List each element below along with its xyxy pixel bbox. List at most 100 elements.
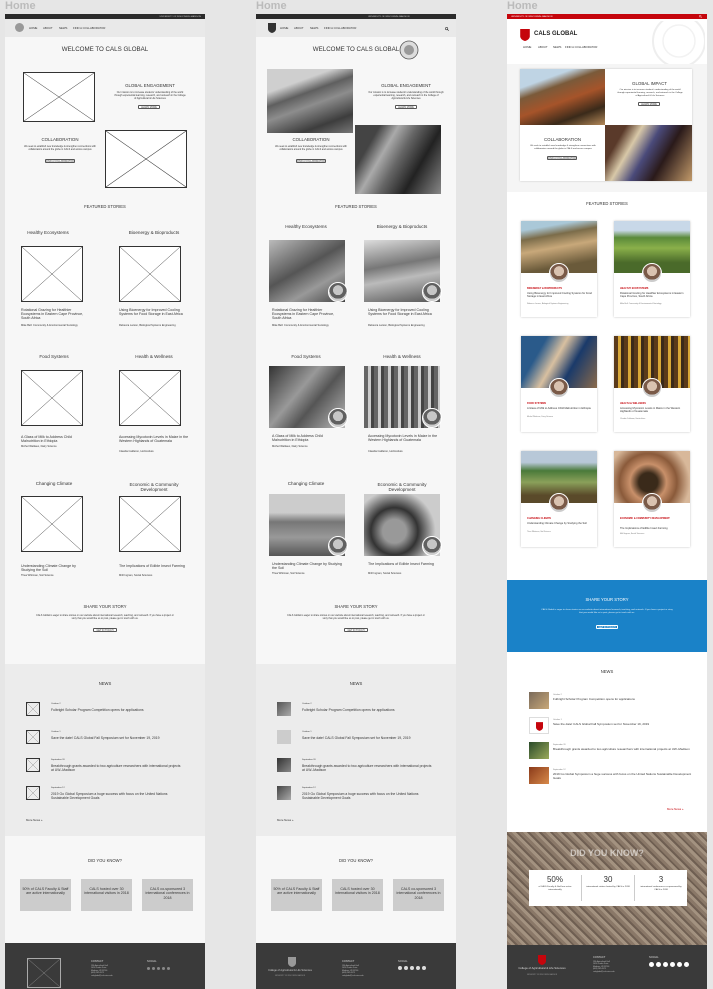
twitter-icon[interactable] bbox=[152, 967, 155, 970]
header: HOME ABOUT NEWS FIND A COLLABORATOR bbox=[256, 19, 456, 37]
news-thumb[interactable] bbox=[529, 717, 549, 734]
story-title[interactable]: Using Bioenergy for Improved Cooling Sys… bbox=[527, 292, 592, 299]
story-title[interactable]: A Glass of Milk to Address Child Malnutr… bbox=[21, 435, 72, 444]
story-title[interactable]: Accessing Mycotoxin Levels in Maize in t… bbox=[119, 435, 189, 444]
news-thumb[interactable] bbox=[529, 742, 549, 759]
facebook-icon[interactable] bbox=[147, 967, 150, 970]
news-thumb[interactable] bbox=[529, 692, 549, 709]
news-thumb[interactable] bbox=[277, 758, 291, 772]
more-news-link[interactable]: More News » bbox=[667, 807, 684, 811]
nav-find-collaborator[interactable]: FIND A COLLABORATOR bbox=[565, 45, 598, 49]
story-card[interactable]: HEALTHY ECOSYSTEMS Rotational Grazing fo… bbox=[614, 221, 690, 317]
story-category: CHANGING CLIMATE bbox=[527, 517, 552, 520]
news-title[interactable]: Fulbright Scholar Program Competition op… bbox=[51, 708, 144, 712]
search-icon[interactable] bbox=[699, 15, 702, 18]
news-thumb[interactable] bbox=[277, 786, 291, 800]
get-in-touch-button[interactable]: GET IN TOUCH bbox=[344, 628, 368, 632]
story-card[interactable]: ECONOMIC & COMMUNITY DEVELOPMENT The Imp… bbox=[614, 451, 690, 547]
brand-title[interactable]: CALS GLOBAL bbox=[534, 31, 578, 37]
linkedin-icon[interactable] bbox=[422, 966, 426, 970]
nav-about[interactable]: ABOUT bbox=[294, 26, 304, 30]
linkedin-icon[interactable] bbox=[677, 962, 682, 967]
news-title[interactable]: 2019 Go Global Symposium a huge success … bbox=[553, 772, 692, 780]
author-avatar bbox=[422, 536, 442, 556]
news-title[interactable]: Save the date! CALS Global Fall Symposiu… bbox=[302, 736, 411, 740]
learn-more-button[interactable]: LEARN MORE bbox=[138, 105, 160, 109]
footer-contact-email[interactable]: calsglobal@cals.wisc.edu bbox=[342, 974, 364, 977]
story-title[interactable]: The Implications of Edible Insect Farmin… bbox=[119, 564, 185, 568]
more-news-link[interactable]: More News » bbox=[26, 818, 43, 822]
story-title[interactable]: Understanding Climate Change by Studying… bbox=[21, 564, 76, 573]
story-card[interactable]: CHANGING CLIMATE Understanding Climate C… bbox=[521, 451, 597, 547]
story-title[interactable]: Using Bioenergy for Improved Cooling Sys… bbox=[368, 308, 432, 317]
story-title[interactable]: A Glass of Milk to Address Child Malnutr… bbox=[527, 407, 591, 410]
story-title[interactable]: Understanding Climate Change by Studying… bbox=[272, 562, 342, 571]
crest-icon[interactable] bbox=[520, 29, 530, 41]
story-title[interactable]: Rotational Grazing for Healthier Ecosyst… bbox=[21, 308, 84, 321]
nav-home[interactable]: HOME bbox=[280, 26, 289, 30]
twitter-icon[interactable] bbox=[404, 966, 408, 970]
story-title[interactable]: Accessing Mycotoxin Levels in Maize in t… bbox=[620, 407, 681, 414]
news-thumb[interactable] bbox=[277, 702, 291, 716]
instagram-icon[interactable] bbox=[410, 966, 414, 970]
search-icon[interactable] bbox=[445, 27, 449, 31]
footer-contact-email[interactable]: calsglobal@cals.wisc.edu bbox=[91, 974, 113, 977]
pinterest-icon[interactable] bbox=[684, 962, 689, 967]
find-collaborator-button[interactable]: FIND A COLLABORATOR bbox=[45, 159, 75, 163]
news-title[interactable]: Breakthrough grants awarded to two agric… bbox=[51, 764, 181, 773]
nav-news[interactable]: NEWS bbox=[553, 45, 562, 49]
find-collaborator-button[interactable]: FIND A COLLABORATOR bbox=[547, 156, 577, 160]
story-title[interactable]: A Glass of Milk to Address Child Malnutr… bbox=[272, 434, 323, 443]
story-title[interactable]: Using Bioenergy for Improved Cooling Sys… bbox=[119, 308, 183, 317]
linkedin-icon[interactable] bbox=[167, 967, 170, 970]
news-title[interactable]: Fulbright Scholar Program Competition op… bbox=[553, 697, 635, 701]
facebook-icon[interactable] bbox=[398, 966, 402, 970]
story-card[interactable]: FOOD SYSTEMS A Glass of Milk to Address … bbox=[521, 336, 597, 432]
youtube-icon[interactable] bbox=[670, 962, 675, 967]
nav-about[interactable]: ABOUT bbox=[43, 26, 53, 30]
footer-contact-line: 136 Agricultural Hall bbox=[91, 965, 108, 967]
learn-more-button[interactable]: LEARN MORE bbox=[638, 102, 660, 106]
learn-more-button[interactable]: LEARN MORE bbox=[395, 105, 417, 109]
nav-find-collaborator[interactable]: FIND A COLLABORATOR bbox=[73, 26, 106, 30]
news-title[interactable]: Save the date! CALS Global Fall Symposiu… bbox=[553, 722, 650, 726]
story-title[interactable]: The Implications of Edible Insect Farmin… bbox=[620, 527, 668, 530]
facebook-icon[interactable] bbox=[649, 962, 654, 967]
nav-about[interactable]: ABOUT bbox=[538, 45, 548, 49]
news-thumb[interactable] bbox=[277, 730, 291, 744]
nav-news[interactable]: NEWS bbox=[59, 26, 68, 30]
nav-news[interactable]: NEWS bbox=[310, 26, 319, 30]
news-title[interactable]: Fulbright Scholar Program Competition op… bbox=[302, 708, 395, 712]
news-title[interactable]: Save the date! CALS Global Fall Symposiu… bbox=[51, 736, 160, 740]
news-thumb[interactable] bbox=[529, 767, 549, 784]
find-collaborator-button[interactable]: FIND A COLLABORATOR bbox=[296, 159, 326, 163]
featured-heading: FEATURED STORIES bbox=[586, 201, 628, 206]
instagram-icon[interactable] bbox=[663, 962, 668, 967]
footer-contact-email[interactable]: calsglobal@cals.wisc.edu bbox=[593, 970, 615, 973]
story-title[interactable]: Rotational Grazing for Healthier Ecosyst… bbox=[272, 308, 335, 321]
youtube-icon[interactable] bbox=[416, 966, 420, 970]
story-title[interactable]: The Implications of Edible Insect Farmin… bbox=[368, 562, 434, 566]
news-title[interactable]: Breakthrough grants awarded to two agric… bbox=[553, 747, 690, 751]
news-date: September 20 bbox=[553, 744, 566, 746]
story-title[interactable]: Understanding Climate Change by Studying… bbox=[527, 522, 587, 525]
more-news-link[interactable]: More News » bbox=[277, 818, 294, 822]
crest-icon[interactable] bbox=[268, 23, 276, 33]
youtube-icon[interactable] bbox=[162, 967, 165, 970]
impact-title: GLOBAL IMPACT bbox=[632, 81, 667, 86]
story-title[interactable]: Rotational Grazing for Healthier Ecosyst… bbox=[620, 292, 684, 299]
footer-logo-placeholder bbox=[27, 958, 61, 988]
news-title[interactable]: 2019 Go Global Symposium a huge success … bbox=[51, 792, 168, 801]
get-in-touch-button[interactable]: GET IN TOUCH bbox=[93, 628, 117, 632]
nav-find-collaborator[interactable]: FIND A COLLABORATOR bbox=[324, 26, 357, 30]
news-title[interactable]: Breakthrough grants awarded to two agric… bbox=[302, 764, 432, 773]
nav-home[interactable]: HOME bbox=[523, 45, 532, 49]
twitter-icon[interactable] bbox=[656, 962, 661, 967]
get-in-touch-button[interactable]: GET IN TOUCH bbox=[596, 625, 618, 629]
story-title[interactable]: Accessing Mycotoxin Levels in Maize in t… bbox=[368, 434, 438, 443]
instagram-icon[interactable] bbox=[157, 967, 160, 970]
story-card[interactable]: BIOENERGY & BIOPRODUCTS Using Bioenergy … bbox=[521, 221, 597, 317]
nav-home[interactable]: HOME bbox=[29, 26, 38, 30]
news-title[interactable]: 2019 Go Global Symposium a huge success … bbox=[302, 792, 419, 801]
story-card[interactable]: HEALTH & WELLNESS Accessing Mycotoxin Le… bbox=[614, 336, 690, 432]
